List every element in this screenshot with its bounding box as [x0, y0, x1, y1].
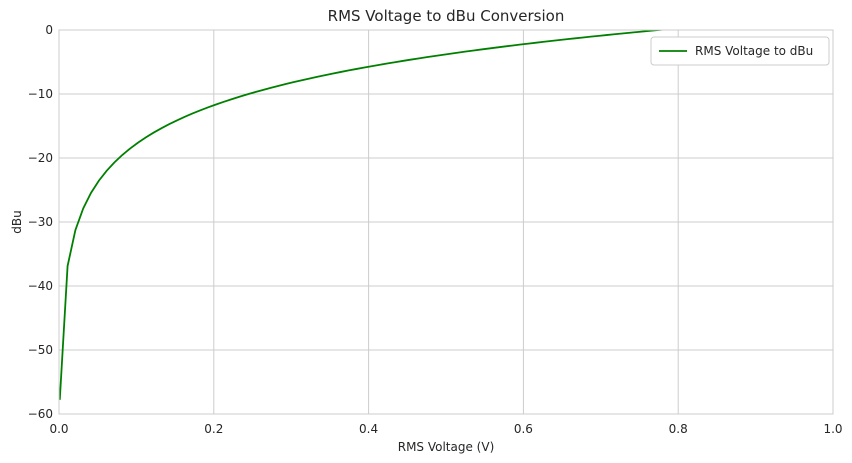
legend-entry-label: RMS Voltage to dBu: [695, 44, 813, 58]
y-tick-label: −50: [28, 343, 53, 357]
legend-box: [650, 36, 830, 66]
plot-frame: [58, 29, 834, 415]
chart-title: RMS Voltage to dBu Conversion: [328, 7, 565, 25]
plot-area: [59, 30, 669, 400]
y-axis-label: dBu: [10, 210, 24, 233]
y-tick-label: −60: [28, 407, 53, 421]
y-tick-label: 0: [45, 23, 53, 37]
x-tick-label: 0.0: [49, 422, 68, 436]
y-tick-label: −20: [28, 151, 53, 165]
x-tick-label: 0.6: [514, 422, 533, 436]
x-tick-label: 0.2: [204, 422, 223, 436]
x-tick-label: 0.4: [359, 422, 378, 436]
x-tick-label: 0.8: [669, 422, 688, 436]
x-axis-label: RMS Voltage (V): [398, 440, 495, 454]
y-axis-ticks: 0 −10 −20 −30 −40 −50 −60: [28, 23, 53, 421]
y-tick-label: −10: [28, 87, 53, 101]
y-tick-label: −30: [28, 215, 53, 229]
x-axis-ticks: 0.0 0.2 0.4 0.6 0.8 1.0: [49, 422, 842, 436]
x-tick-label: 1.0: [823, 422, 842, 436]
y-tick-label: −40: [28, 279, 53, 293]
grid-lines: [58, 29, 834, 415]
series-line-0: [59, 30, 669, 400]
legend: RMS Voltage to dBu: [650, 36, 830, 66]
